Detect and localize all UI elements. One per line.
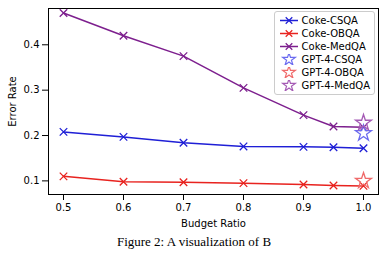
svg-text:0.3: 0.3: [24, 84, 40, 95]
html-text:GPT-4-OBQA: GPT-4-OBQA: [301, 67, 364, 78]
svg-text:0.5: 0.5: [56, 202, 72, 213]
html-text:GPT-4-CSQA: GPT-4-CSQA: [301, 54, 363, 65]
svg-text:0.2: 0.2: [24, 130, 40, 141]
svg-text:0.1: 0.1: [24, 175, 40, 186]
svg-text:0.7: 0.7: [176, 202, 192, 213]
svg-text:0.4: 0.4: [24, 39, 40, 50]
html-text:GPT-4-MedQA: GPT-4-MedQA: [301, 80, 370, 91]
svg-text:Budget Ratio: Budget Ratio: [181, 218, 246, 229]
svg-text:Error Rate: Error Rate: [7, 76, 18, 126]
html-text:Figure 2: A visualization of B: Figure 2: A visualization of B: [116, 234, 272, 249]
svg-text:0.6: 0.6: [116, 202, 132, 213]
html-text:Coke-MedQA: Coke-MedQA: [301, 41, 366, 52]
svg-text:0.8: 0.8: [236, 202, 252, 213]
html-text:Coke-OBQA: Coke-OBQA: [301, 28, 360, 39]
html-text:Coke-CSQA: Coke-CSQA: [301, 15, 358, 26]
svg-text:1.0: 1.0: [356, 202, 372, 213]
svg-text:0.9: 0.9: [296, 202, 312, 213]
